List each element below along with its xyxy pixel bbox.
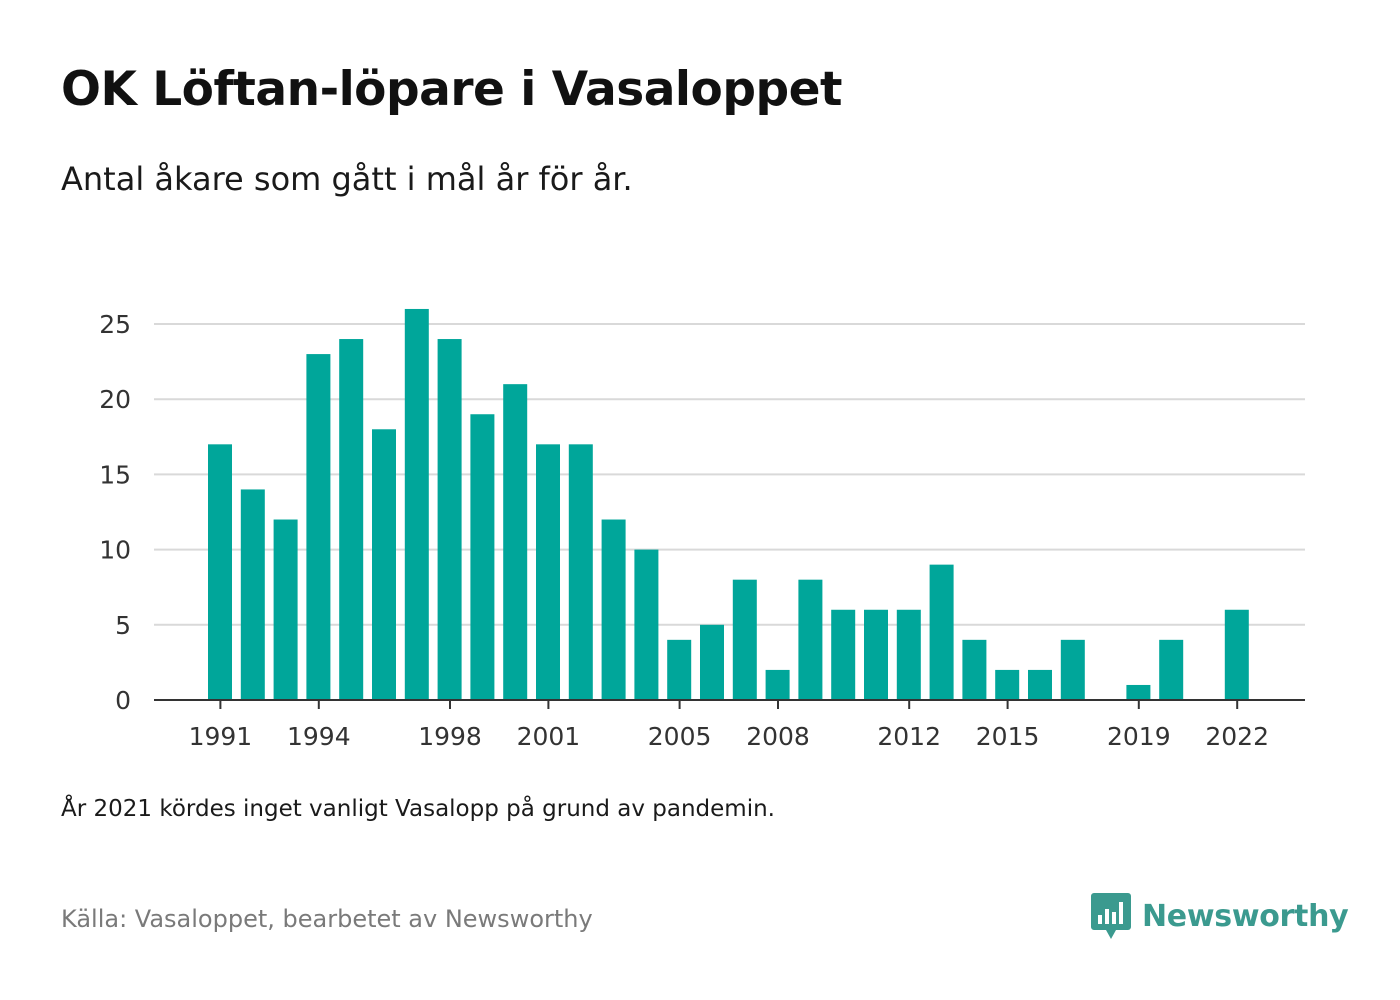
bar-1993 [273,519,298,700]
y-tick-label: 10 [99,536,131,565]
x-tick-label: 2008 [746,722,810,751]
bar-2020 [1159,639,1184,700]
x-tick-label: 2012 [877,722,941,751]
bar-2016 [1028,669,1052,700]
x-tick-label: 2005 [648,722,712,751]
source-text: Källa: Vasaloppet, bearbetet av Newswort… [61,905,593,933]
bar-1996 [372,429,396,700]
newsworthy-logo: Newsworthy [1090,890,1349,942]
bar-2000 [503,384,528,700]
bar-2022 [1224,609,1249,700]
y-tick-label: 5 [115,611,131,640]
x-tick-label: 1998 [418,722,482,751]
chart-title: OK Löftan-löpare i Vasaloppet [61,62,842,117]
y-tick-label: 25 [99,310,131,339]
newsworthy-logo-icon [1091,893,1131,939]
y-tick-label: 15 [99,460,131,489]
x-tick-label: 2019 [1107,722,1171,751]
bar-2006 [700,624,724,700]
bar-2008 [765,669,790,700]
bar-2007 [732,579,757,700]
bar-1992 [240,489,265,700]
chart-note: År 2021 kördes inget vanligt Vasalopp på… [61,796,775,822]
x-tick-label: 2001 [517,722,581,751]
bar-2019 [1126,684,1151,700]
bar-1999 [470,414,495,700]
bar-2014 [962,639,987,700]
bar-2003 [601,519,626,700]
bar-2004 [634,549,659,700]
bar-2013 [929,564,954,700]
y-tick-label: 0 [115,686,131,715]
bar-1994 [306,354,331,700]
bar-2015 [995,669,1020,700]
bar-2017 [1060,639,1085,700]
bar-chart: 0 5 10 15 20 25 1991 1994 1998 2001 2005 2008 2012 20… [99,308,1305,751]
x-tick-label: 1994 [287,722,351,751]
bar-1995 [339,339,364,700]
chart-subtitle: Antal åkare som gått i mål år för år. [61,160,633,198]
bar-2011 [864,609,888,700]
bar-2002 [568,444,593,700]
bar-1998 [437,339,462,700]
brand-name: Newsworthy [1142,898,1349,934]
x-tick-label: 2015 [976,722,1040,751]
bar-2005 [667,639,692,700]
x-tick-label: 2022 [1205,722,1269,751]
bar-2009 [798,579,823,700]
bar-2010 [831,609,856,700]
bar-1997 [404,308,429,700]
bar-1991 [208,444,232,700]
x-tick-label: 1991 [189,722,253,751]
bar-2001 [536,444,560,700]
y-tick-label: 20 [99,385,131,414]
bar-2012 [896,609,921,700]
